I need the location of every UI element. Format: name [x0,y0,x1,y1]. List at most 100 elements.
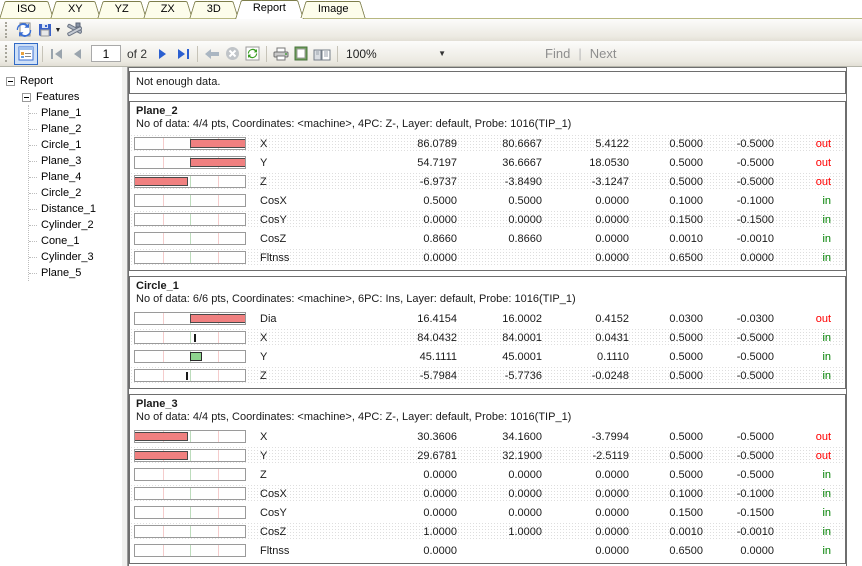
actual-value: 0.0000 [380,488,457,500]
measurement-row-x: X30.360634.1600-3.79940.5000-0.5000out [130,427,845,446]
save-button[interactable]: ▼ [34,20,64,40]
status-label: in [774,526,838,538]
report-settings-button[interactable] [64,20,84,40]
deviation-bar [134,251,246,264]
lower-tolerance: -0.5000 [703,157,774,169]
upper-tolerance: 0.0010 [629,233,703,245]
print-layout-button[interactable] [291,44,311,64]
report-toolbar-grip[interactable] [5,45,10,63]
measurement-row-y: Y29.678132.1900-2.51190.5000-0.5000out [130,446,845,465]
upper-tolerance: 0.6500 [629,252,703,264]
deviation-bar [134,350,246,363]
deviation-value: -3.1247 [542,176,629,188]
lower-tolerance: -0.5000 [703,176,774,188]
actual-value: -6.9737 [380,176,457,188]
current-page-input[interactable] [91,45,121,62]
actual-value: 86.0789 [380,138,457,150]
characteristic-name: CosZ [252,233,380,245]
previous-page-button[interactable] [67,44,87,64]
status-label: out [774,176,838,188]
next-page-button[interactable] [153,44,173,64]
status-label: in [774,545,838,557]
zoom-select[interactable]: 100% ▼ [342,44,450,63]
print-layout-icon [294,46,308,61]
tree-item-plane_5[interactable]: Plane_5 [29,265,122,281]
refresh-page-button[interactable] [242,44,262,64]
tree-item-plane_1[interactable]: Plane_1 [29,105,122,121]
deviation-value: -3.7994 [542,431,629,443]
status-label: in [774,214,838,226]
lower-tolerance: -0.5000 [703,469,774,481]
collapse-icon[interactable] [22,93,31,102]
feature-section-plane_2: Plane_2No of data: 4/4 pts, Coordinates:… [129,101,846,271]
characteristic-name: CosY [252,214,380,226]
lower-tolerance: -0.1000 [703,195,774,207]
back-button[interactable] [202,44,222,64]
section-info: No of data: 6/6 pts, Coordinates: <machi… [130,293,845,309]
tree-item-features[interactable]: Features [22,89,122,105]
tree-item-circle_1[interactable]: Circle_1 [29,137,122,153]
refresh-report-button[interactable] [14,20,34,40]
characteristic-name: Fltnss [252,545,380,557]
characteristic-name: CosZ [252,526,380,538]
tree-connector [29,129,37,130]
upper-tolerance: 0.5000 [629,157,703,169]
toggle-parameters-button[interactable] [14,43,38,65]
deviation-bar [134,506,246,519]
tree-item-cylinder_3[interactable]: Cylinder_3 [29,249,122,265]
tree-item-plane_4[interactable]: Plane_4 [29,169,122,185]
find-button[interactable]: Find [545,46,570,61]
tree-item-report[interactable]: Report [6,73,122,89]
deviation-bar [134,544,246,557]
last-page-button[interactable] [173,44,193,64]
toolbar-grip[interactable] [5,22,10,37]
status-label: out [774,157,838,169]
feature-section-circle_1: Circle_1No of data: 6/6 pts, Coordinates… [129,276,846,389]
deviation-bar [134,137,246,150]
upper-tolerance: 0.5000 [629,370,703,382]
tab-image[interactable]: Image [303,1,364,18]
print-button[interactable] [271,44,291,64]
tree-connector [29,241,37,242]
lower-tolerance: -0.0300 [703,313,774,325]
tree-connector [29,113,37,114]
deviation-value: 0.0000 [542,488,629,500]
actual-value: 0.8660 [380,233,457,245]
tree-item-distance_1[interactable]: Distance_1 [29,201,122,217]
tab-report[interactable]: Report [238,0,301,19]
tree-item-circle_2[interactable]: Circle_2 [29,185,122,201]
actual-value: 0.0000 [380,214,457,226]
page-setup-button[interactable] [311,44,333,64]
collapse-icon[interactable] [6,77,15,86]
nominal-value: -5.7736 [457,370,542,382]
upper-tolerance: 0.5000 [629,332,703,344]
nominal-value: 16.0002 [457,313,542,325]
tab-xy[interactable]: XY [53,1,98,18]
deviation-bar [134,449,246,462]
tab-zx[interactable]: ZX [146,1,190,18]
status-label: out [774,138,838,150]
tab-yz[interactable]: YZ [100,1,144,18]
next-button[interactable]: Next [590,46,617,61]
tree-item-plane_2[interactable]: Plane_2 [29,121,122,137]
characteristic-name: Dia [252,313,380,325]
first-page-button[interactable] [47,44,67,64]
tab-3d[interactable]: 3D [192,1,236,18]
measurement-row-cosy: CosY0.00000.00000.00000.1500-0.1500in [130,210,845,229]
report-tree-pane: Report Features Plane_1Plane_2Circle_1Pl… [0,67,122,566]
measurement-row-y: Y45.111145.00010.11100.5000-0.5000in [130,347,845,366]
deviation-value: 0.0000 [542,252,629,264]
tree-item-plane_3[interactable]: Plane_3 [29,153,122,169]
upper-tolerance: 0.0010 [629,526,703,538]
save-icon [37,22,53,38]
report-viewer: Not enough data. Plane_2No of data: 4/4 … [128,67,862,566]
document-map-icon [18,46,34,61]
stop-rendering-button[interactable] [222,44,242,64]
tree-item-cone_1[interactable]: Cone_1 [29,233,122,249]
characteristic-name: Z [252,469,380,481]
nominal-value: 0.0000 [457,214,542,226]
tree-item-cylinder_2[interactable]: Cylinder_2 [29,217,122,233]
nominal-value: 0.0000 [457,507,542,519]
status-label: in [774,507,838,519]
tab-iso[interactable]: ISO [2,1,51,18]
